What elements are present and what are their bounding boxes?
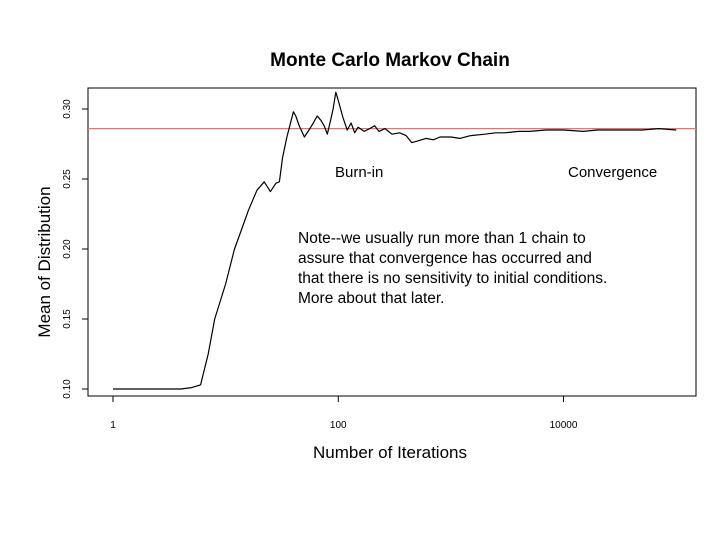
chart-title: Monte Carlo Markov Chain xyxy=(270,50,510,71)
y-tick-label: 0.25 xyxy=(62,169,73,189)
y-tick-label: 0.15 xyxy=(62,309,73,329)
y-tick-label: 0.30 xyxy=(62,99,73,119)
y-axis-label: Mean of Distribution xyxy=(35,186,54,337)
burn-in-label: Burn-in xyxy=(335,164,383,181)
y-axis: 0.10 0.15 0.20 0.25 0.30 xyxy=(62,99,89,399)
note-line-1: Note--we usually run more than 1 chain t… xyxy=(298,230,586,247)
y-tick-label: 0.20 xyxy=(62,239,73,259)
x-tick-label: 100 xyxy=(330,420,347,431)
note-line-2: assure that convergence has occurred and xyxy=(298,250,592,267)
note-line-4: More about that later. xyxy=(298,290,444,307)
x-tick-label: 1 xyxy=(110,420,116,431)
y-tick-label: 0.10 xyxy=(62,379,73,399)
series-line xyxy=(113,91,677,390)
note-line-3: that there is no sensitivity to initial … xyxy=(298,270,607,287)
convergence-label: Convergence xyxy=(568,164,657,181)
x-tick-label: 10000 xyxy=(550,420,578,431)
x-axis: 1 100 10000 xyxy=(110,395,578,431)
x-axis-label: Number of Iterations xyxy=(313,443,467,462)
